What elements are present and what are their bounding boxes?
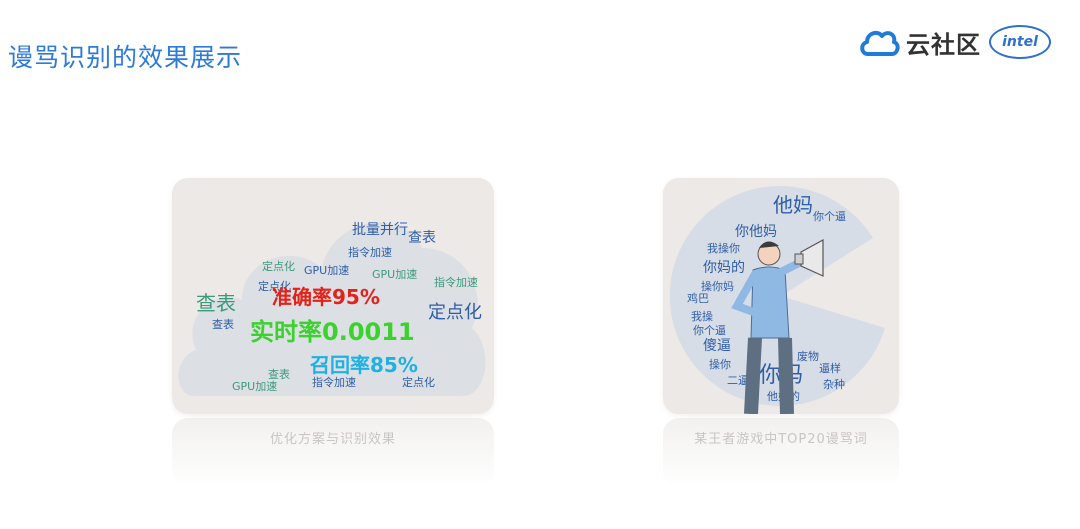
- intel-logo: intel: [989, 25, 1051, 59]
- word: 你个逼: [813, 210, 846, 223]
- pacman-wordcloud: 他妈 你他妈 我操你 你妈的 操你妈 鸡巴 我操 你个逼 傻逼 操你 二逼 你妈…: [669, 185, 885, 414]
- cloud-wordcloud: 查表 定点化 GPU加速 指令加速 批量并行 查表 指令加速 定点化 GPU加速…: [178, 222, 486, 396]
- word: 逼样: [819, 361, 841, 375]
- word: 操你妈: [701, 279, 734, 293]
- top-abuse-words-card: 他妈 你他妈 我操你 你妈的 操你妈 鸡巴 我操 你个逼 傻逼 操你 二逼 你妈…: [663, 178, 899, 414]
- word: 废物: [797, 349, 819, 363]
- page-title: 谩骂识别的效果展示: [8, 43, 243, 72]
- word: 定点化: [428, 302, 482, 323]
- word: GPU加速: [232, 380, 277, 393]
- word: 定点化: [262, 259, 295, 273]
- word: 指令加速: [312, 375, 356, 389]
- word: 傻逼: [703, 338, 731, 354]
- brand-logo: 云社区 intel: [858, 20, 1068, 64]
- word: 定点化: [258, 279, 291, 293]
- word: 他妈: [773, 193, 813, 217]
- card-reflection: [172, 418, 494, 488]
- card-reflection: [663, 418, 899, 488]
- word: 查表: [196, 291, 236, 315]
- word: 批量并行: [352, 222, 408, 238]
- word: 你妈的: [703, 260, 745, 276]
- word: 你个逼: [693, 324, 726, 337]
- word: 查表: [408, 230, 436, 246]
- logo-text: 云社区: [906, 30, 981, 59]
- word: GPU加速: [304, 264, 349, 277]
- word: GPU加速: [372, 268, 417, 281]
- word: 鸡巴: [687, 291, 709, 305]
- word: 我操你: [707, 241, 740, 255]
- word: 操你: [709, 357, 731, 371]
- cloud-logo-icon: [860, 30, 900, 56]
- word: 指令加速: [348, 245, 392, 259]
- right-caption: 某王者游戏中TOP20谩骂词: [694, 432, 868, 447]
- word: 杂种: [823, 377, 845, 391]
- word: 你他妈: [735, 224, 777, 240]
- word: 查表: [268, 367, 290, 381]
- man-megaphone-illustration: [731, 238, 824, 414]
- word: 指令加速: [434, 275, 478, 289]
- optimization-result-card: 查表 定点化 GPU加速 指令加速 批量并行 查表 指令加速 定点化 GPU加速…: [172, 178, 494, 414]
- word: 查表: [212, 317, 234, 331]
- word: 定点化: [402, 375, 435, 389]
- left-caption: 优化方案与识别效果: [269, 432, 396, 447]
- realtime-metric: 实时率0.0011: [250, 318, 415, 346]
- precision-metric: 准确率95%: [272, 285, 380, 309]
- recall-metric: 召回率85%: [309, 353, 418, 377]
- word: 我操: [691, 309, 713, 323]
- word: 二逼: [727, 374, 749, 387]
